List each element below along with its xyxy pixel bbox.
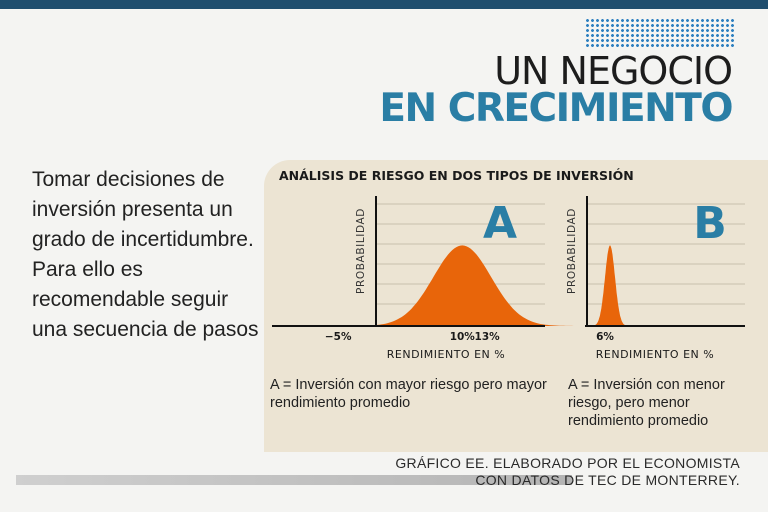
- y-axis-label: PROBABILIDAD: [566, 208, 578, 294]
- credit-line-2: CON DATOS DE TEC DE MONTERREY.: [475, 472, 740, 488]
- tick-label: 10%: [450, 331, 476, 343]
- title-line-1: UN NEGOCIO: [494, 49, 733, 93]
- panel-letter-a: A: [483, 198, 517, 249]
- distribution-curve-a: [340, 245, 584, 326]
- credit-line-1: GRÁFICO EE. ELABORADO POR EL ECONOMISTA: [395, 455, 740, 471]
- title-line-2: EN CRECIMIENTO: [379, 86, 733, 131]
- dot-pattern-decoration: [585, 18, 735, 48]
- caption-b: A = Inversión con menor riesgo, pero men…: [568, 377, 725, 429]
- x-axis-label: RENDIMIENTO EN %: [596, 348, 714, 361]
- panel-letter-b: B: [693, 198, 727, 249]
- tick-label: 13%: [475, 331, 501, 343]
- tick-label: −5%: [325, 331, 352, 343]
- credit-bar: [16, 475, 572, 485]
- distribution-curve-b: [589, 245, 631, 326]
- intro-paragraph: Tomar decisiones de inversión presenta u…: [32, 168, 259, 341]
- credit-text: GRÁFICO EE. ELABORADO POR EL ECONOMISTA …: [395, 455, 740, 489]
- x-axis-label: RENDIMIENTO EN %: [387, 348, 505, 361]
- top-bar: [0, 0, 768, 9]
- chart-panel-background: [264, 160, 768, 452]
- tick-label: 6%: [596, 331, 614, 343]
- caption-a: A = Inversión con mayor riesgo pero mayo…: [270, 377, 547, 411]
- chart-title: ANÁLISIS DE RIESGO EN DOS TIPOS DE INVER…: [279, 168, 634, 183]
- y-axis-label: PROBABILIDAD: [355, 208, 367, 294]
